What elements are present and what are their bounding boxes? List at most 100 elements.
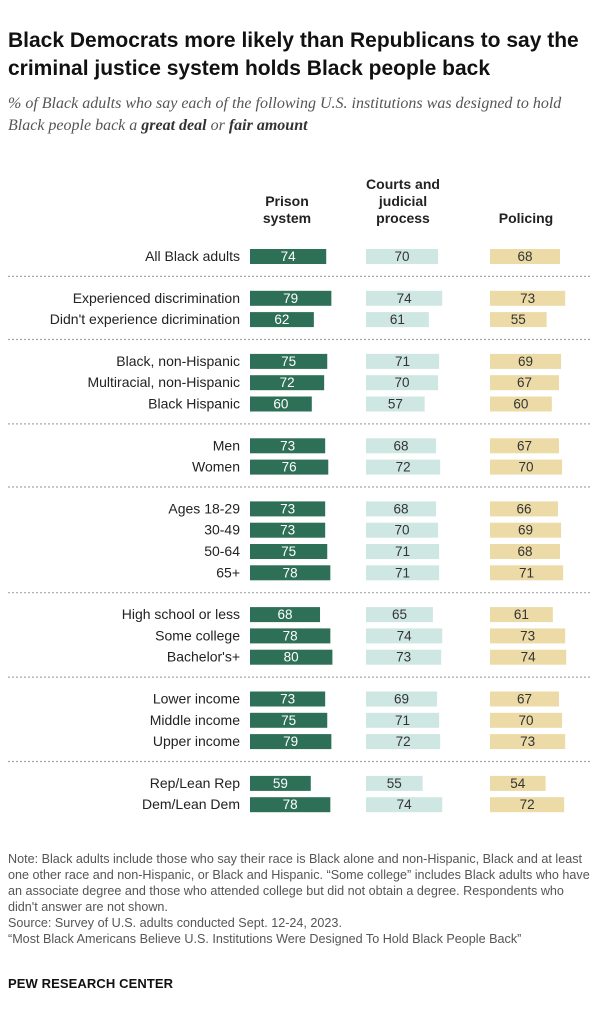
bar-courts: [366, 734, 441, 750]
bar-prison: [250, 353, 328, 369]
bar-prison: [250, 734, 332, 750]
bar-policing: [490, 544, 561, 559]
bar-courts: [366, 249, 439, 264]
bar-policing: [490, 607, 553, 623]
data-label-policing: 54: [510, 776, 526, 791]
data-label-policing: 72: [520, 797, 535, 812]
bar-policing: [490, 691, 560, 707]
data-label-policing: 66: [516, 501, 531, 516]
bar-policing: [490, 459, 563, 475]
data-label-courts: 69: [394, 692, 409, 707]
notes: Note: Black adults include those who say…: [8, 851, 593, 947]
bar-policing: [490, 353, 562, 369]
bar-courts: [366, 544, 440, 559]
data-label-policing: 74: [521, 650, 537, 665]
data-label-courts: 68: [394, 438, 409, 453]
row-label: High school or less: [122, 606, 240, 622]
data-label-policing: 67: [517, 438, 532, 453]
data-label-prison: 80: [284, 650, 299, 665]
data-label-prison: 59: [273, 776, 288, 791]
bar-prison: [250, 522, 326, 538]
bar-courts: [366, 775, 423, 791]
source-text: Source: Survey of U.S. adults conducted …: [8, 916, 342, 930]
data-label-prison: 79: [283, 291, 298, 306]
bar-prison: [250, 375, 325, 391]
column-header-courts: process: [376, 210, 430, 226]
data-label-policing: 67: [517, 692, 532, 707]
data-label-policing: 68: [518, 544, 533, 559]
bar-policing: [490, 797, 565, 813]
bar-prison: [250, 290, 332, 306]
data-label-policing: 71: [519, 565, 534, 580]
row-label: Some college: [155, 627, 240, 643]
row-label: Black, non-Hispanic: [116, 353, 240, 369]
data-label-courts: 71: [395, 565, 410, 580]
data-label-policing: 61: [514, 607, 529, 622]
column-header-policing: Policing: [499, 210, 553, 226]
data-label-courts: 70: [395, 523, 410, 538]
data-label-prison: 78: [283, 565, 298, 580]
data-label-courts: 73: [396, 650, 411, 665]
bar-prison: [250, 607, 321, 623]
brand-logo-text: PEW RESEARCH CENTER: [8, 976, 174, 991]
data-label-prison: 60: [273, 397, 288, 412]
data-label-courts: 55: [387, 776, 402, 791]
data-label-prison: 62: [274, 312, 289, 327]
bar-policing: [490, 290, 566, 306]
bar-prison: [250, 501, 326, 517]
data-label-policing: 73: [520, 291, 535, 306]
bar-policing: [490, 396, 552, 412]
data-label-policing: 67: [517, 375, 532, 390]
subtitle-prefix: % of Black adults who say each of the fo…: [8, 95, 562, 134]
data-label-prison: 73: [280, 692, 295, 707]
bar-policing: [490, 522, 562, 538]
data-label-policing: 60: [513, 397, 528, 412]
bar-prison: [250, 797, 331, 813]
bar-prison: [250, 691, 326, 707]
bar-courts: [366, 353, 440, 369]
data-label-prison: 78: [283, 628, 298, 643]
row-label: Experienced discrimination: [73, 290, 240, 306]
data-label-prison: 73: [280, 438, 295, 453]
data-label-courts: 70: [395, 375, 410, 390]
bar-prison: [250, 249, 327, 264]
bar-prison: [250, 775, 311, 791]
data-label-courts: 72: [396, 734, 411, 749]
data-label-policing: 69: [518, 523, 533, 538]
data-label-prison: 76: [282, 460, 297, 475]
note-text: Note: Black adults include those who say…: [8, 852, 590, 914]
data-label-courts: 70: [395, 249, 410, 264]
data-label-courts: 71: [395, 354, 410, 369]
bar-courts: [366, 797, 443, 813]
data-label-prison: 75: [281, 544, 296, 559]
row-label: Rep/Lean Rep: [150, 775, 241, 791]
chart-title: Black Democrats more likely than Republi…: [8, 29, 579, 80]
row-label: Men: [213, 437, 240, 453]
data-label-courts: 61: [390, 312, 405, 327]
bar-courts: [366, 565, 440, 581]
bar-courts: [366, 649, 442, 665]
bar-policing: [490, 375, 560, 391]
bar-prison: [250, 565, 331, 581]
bar-policing: [490, 734, 566, 750]
column-header-prison: Prison: [265, 193, 309, 209]
row-label: 65+: [216, 564, 240, 580]
bar-policing: [490, 438, 560, 454]
bar-prison: [250, 396, 312, 412]
bar-prison: [250, 438, 326, 454]
bar-courts: [366, 522, 439, 538]
bar-courts: [366, 290, 443, 306]
bar-policing: [490, 501, 558, 517]
bar-policing: [490, 565, 564, 581]
data-label-prison: 74: [281, 249, 297, 264]
row-label: Upper income: [153, 733, 240, 749]
row-label: Black Hispanic: [148, 396, 240, 412]
row-label: All Black adults: [145, 248, 240, 264]
data-label-courts: 74: [397, 797, 413, 812]
data-label-courts: 68: [394, 501, 409, 516]
bar-courts: [366, 312, 429, 328]
bar-courts: [366, 396, 425, 412]
data-label-prison: 72: [280, 375, 295, 390]
column-header-courts: judicial: [378, 193, 427, 209]
